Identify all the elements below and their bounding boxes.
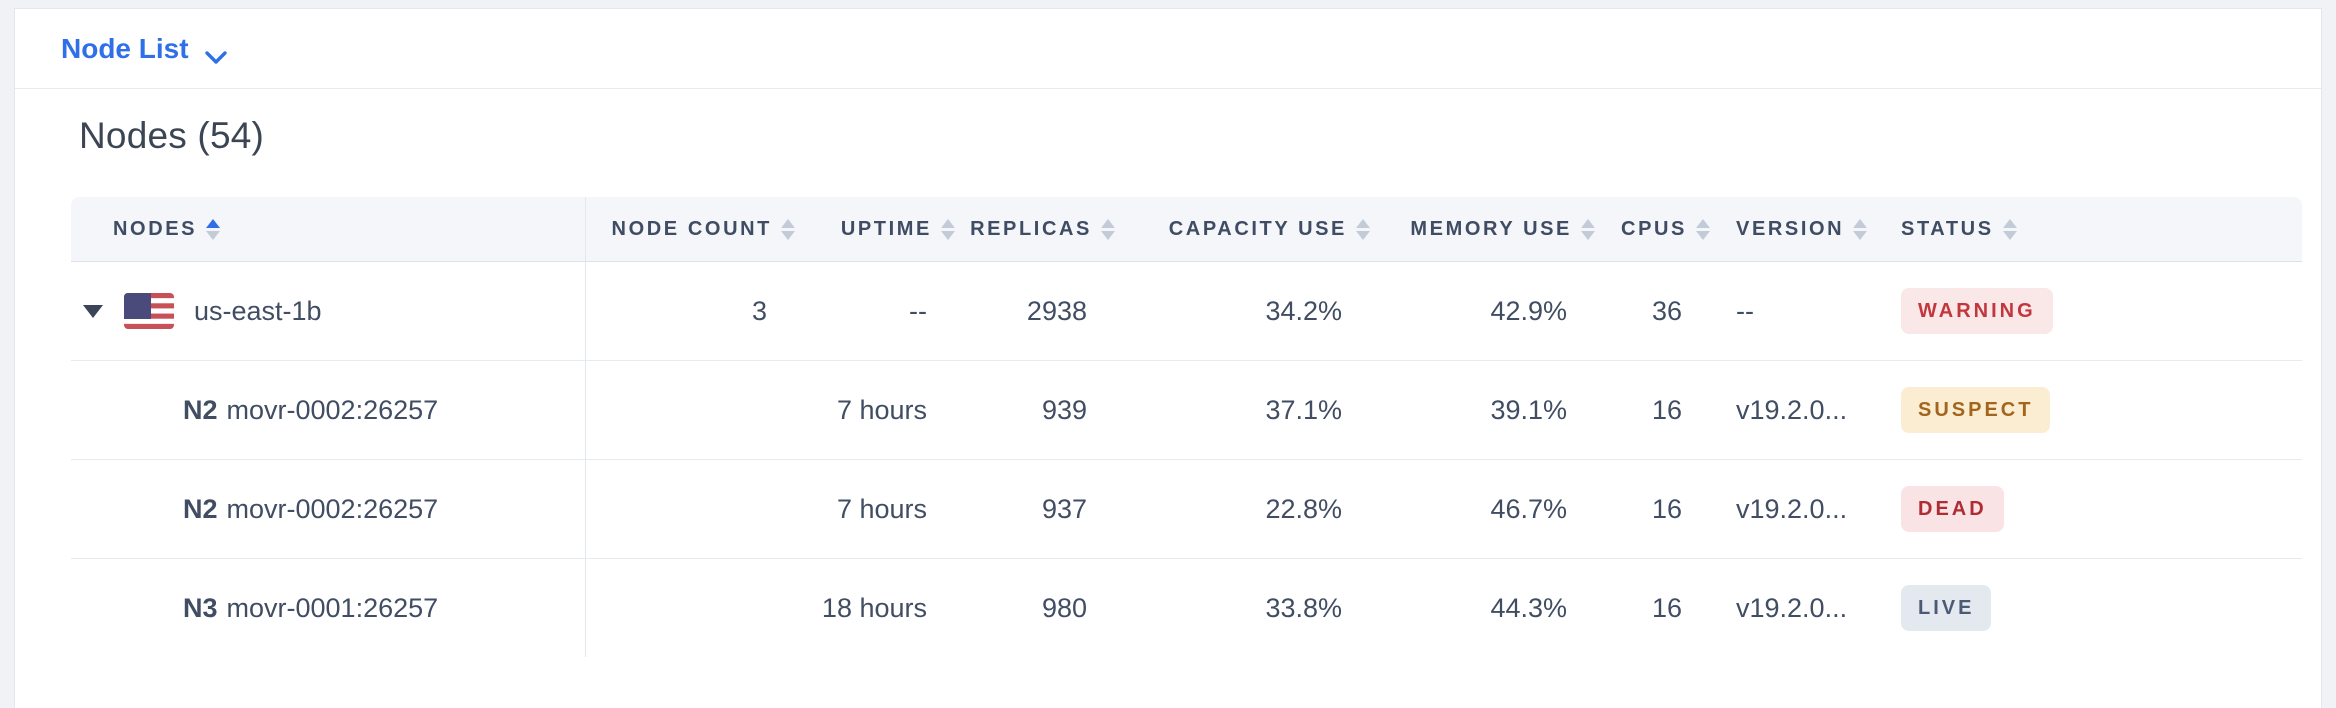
main-content: Nodes (54) NODES NODE COUNT UPTIME REPLI…: [15, 89, 2321, 657]
memory-use-cell: 42.9%: [1490, 295, 1567, 326]
status-cell: SUSPECT: [1886, 387, 2302, 433]
uptime-cell: 7 hours: [836, 493, 927, 524]
region-cell: us-east-1b: [71, 262, 586, 360]
column-header-cpus[interactable]: CPUS: [1601, 197, 1716, 261]
table-row-region[interactable]: us-east-1b 3 -- 2938 34.2% 42.9% 36 -- W…: [71, 262, 2302, 361]
uptime-cell: 7 hours: [836, 394, 927, 425]
node-id: N2: [183, 394, 218, 425]
replicas-cell: 2938: [1026, 295, 1087, 326]
replicas-cell: 939: [1041, 394, 1087, 425]
nodes-table: NODES NODE COUNT UPTIME REPLICAS CAPACIT…: [71, 197, 2302, 657]
capacity-use-cell: 37.1%: [1265, 394, 1342, 425]
status-badge: DEAD: [1901, 486, 2004, 532]
node-cell: N2 movr-0002:26257: [71, 460, 586, 558]
column-header-node-count[interactable]: NODE COUNT: [586, 197, 801, 261]
version-cell: v19.2.0...: [1736, 592, 1848, 623]
node-id: N2: [183, 493, 218, 524]
column-header-version[interactable]: VERSION: [1716, 197, 1886, 261]
column-header-capacity-use[interactable]: CAPACITY USE: [1121, 197, 1376, 261]
cpus-cell: 16: [1651, 493, 1682, 524]
version-cell: v19.2.0...: [1736, 394, 1848, 425]
sort-icon: [1101, 218, 1115, 240]
sort-icon: [1853, 218, 1868, 240]
view-selector-bar: Node List: [15, 9, 2321, 89]
memory-use-cell: 39.1%: [1490, 394, 1567, 425]
node-address: movr-0001:26257: [226, 592, 439, 623]
status-cell: DEAD: [1886, 486, 2302, 532]
region-name: us-east-1b: [194, 295, 322, 326]
node-address: movr-0002:26257: [226, 394, 439, 425]
node-list-dropdown-label: Node List: [61, 32, 189, 64]
table-row-node[interactable]: N3 movr-0001:26257 18 hours 980 33.8% 44…: [71, 559, 2302, 657]
replicas-cell: 937: [1041, 493, 1087, 524]
node-address: movr-0002:26257: [226, 493, 439, 524]
chevron-down-icon: [204, 41, 228, 64]
column-header-nodes[interactable]: NODES: [71, 197, 586, 261]
sort-icon: [1696, 218, 1710, 240]
table-row-node[interactable]: N2 movr-0002:26257 7 hours 939 37.1% 39.…: [71, 361, 2302, 460]
page-title: Nodes (54): [79, 115, 265, 156]
version-cell: --: [1736, 295, 1754, 326]
capacity-use-cell: 33.8%: [1265, 592, 1342, 623]
sort-icon: [1356, 218, 1370, 240]
table-header-row: NODES NODE COUNT UPTIME REPLICAS CAPACIT…: [71, 197, 2302, 262]
us-flag-icon: [124, 293, 174, 329]
status-cell: WARNING: [1886, 288, 2302, 334]
column-header-memory-use[interactable]: MEMORY USE: [1376, 197, 1601, 261]
capacity-use-cell: 34.2%: [1265, 295, 1342, 326]
uptime-cell: 18 hours: [821, 592, 927, 623]
sort-icon: [941, 218, 955, 240]
memory-use-cell: 44.3%: [1490, 592, 1567, 623]
status-badge: SUSPECT: [1901, 387, 2051, 433]
node-count-cell: 3: [751, 295, 767, 326]
collapse-region-caret-icon[interactable]: [83, 304, 103, 318]
memory-use-cell: 46.7%: [1490, 493, 1567, 524]
node-id: N3: [183, 592, 218, 623]
uptime-cell: --: [909, 295, 927, 326]
status-badge: LIVE: [1901, 585, 1992, 631]
cpus-cell: 16: [1651, 394, 1682, 425]
sort-icon: [781, 218, 795, 240]
replicas-cell: 980: [1041, 592, 1087, 623]
status-badge: WARNING: [1901, 288, 2053, 334]
status-cell: LIVE: [1886, 585, 2302, 631]
sort-icon: [1581, 218, 1595, 240]
cpus-cell: 16: [1651, 592, 1682, 623]
capacity-use-cell: 22.8%: [1265, 493, 1342, 524]
node-cell: N3 movr-0001:26257: [71, 559, 586, 657]
column-header-uptime[interactable]: UPTIME: [801, 197, 961, 261]
node-cell: N2 movr-0002:26257: [71, 361, 586, 459]
version-cell: v19.2.0...: [1736, 493, 1848, 524]
cpus-cell: 36: [1651, 295, 1682, 326]
sort-icon: [2002, 218, 2017, 240]
column-header-status[interactable]: STATUS: [1886, 197, 2302, 261]
node-list-card: Node List Nodes (54) NODES NODE COUNT UP…: [14, 8, 2322, 708]
sort-icon: [206, 218, 221, 240]
node-list-dropdown[interactable]: Node List: [61, 33, 228, 65]
column-header-replicas[interactable]: REPLICAS: [961, 197, 1121, 261]
table-row-node[interactable]: N2 movr-0002:26257 7 hours 937 22.8% 46.…: [71, 460, 2302, 559]
